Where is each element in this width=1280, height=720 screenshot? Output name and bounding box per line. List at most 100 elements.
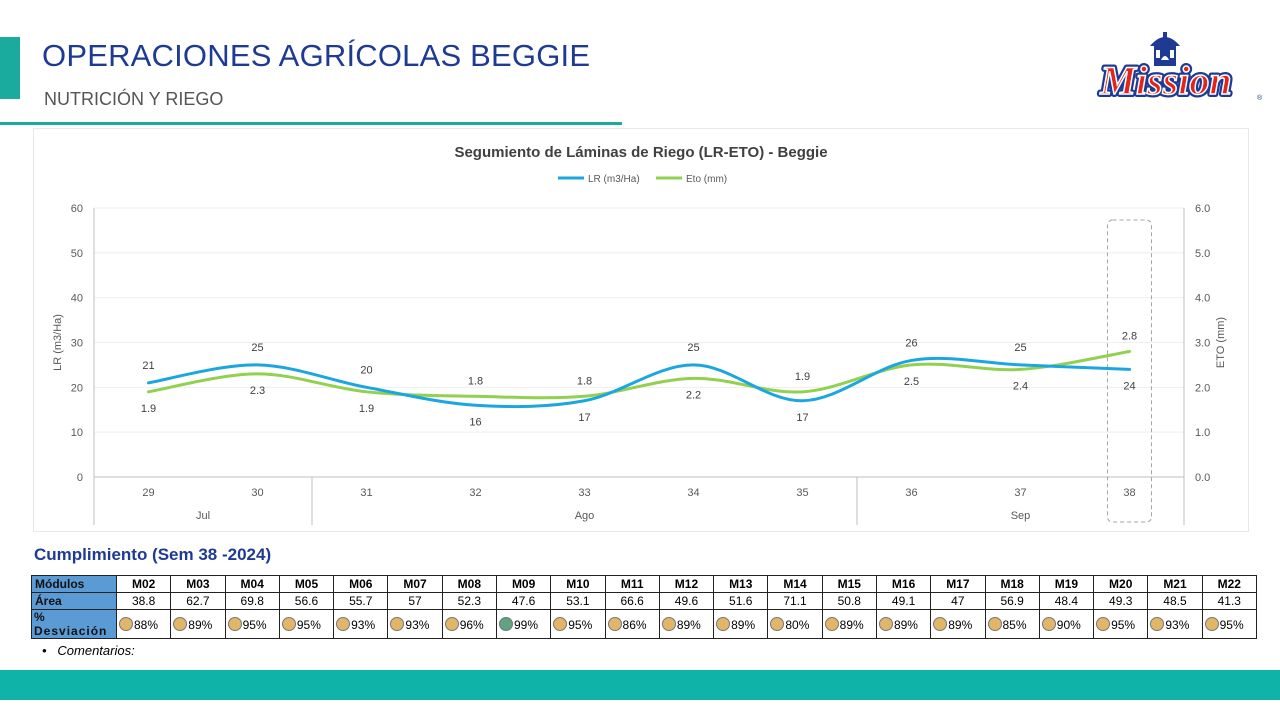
area-cell: 52.3 (441, 592, 497, 610)
registered-mark: ® (1257, 94, 1263, 102)
deviation-cell: 95% (224, 609, 280, 639)
area-cell: 51.6 (713, 592, 769, 610)
x-tick-label: 36 (905, 487, 917, 499)
eto-data-label: 2.8 (1122, 330, 1137, 342)
deviation-cell: 86% (604, 609, 660, 639)
area-cell: 49.1 (875, 592, 932, 610)
lr-series-line (147, 356, 1131, 409)
eto-data-label: 2.3 (250, 385, 265, 397)
deviation-cell: 96% (441, 609, 497, 639)
area-cell: 49.3 (1093, 592, 1149, 610)
legend-label-lr: LR (m3/Ha) (588, 174, 640, 185)
area-cell: 48.5 (1147, 592, 1203, 610)
area-cell: 48.4 (1038, 592, 1095, 610)
x-tick-label: 38 (1123, 487, 1135, 499)
status-dot-icon (498, 616, 513, 631)
area-cell: 62.7 (170, 592, 226, 610)
x-tick-label: 31 (360, 487, 372, 499)
page-title: OPERACIONES AGRÍCOLAS BEGGIE (42, 38, 591, 73)
status-dot-icon (281, 616, 296, 631)
eto-data-label: 1.9 (141, 403, 156, 415)
deviation-cell: 95% (278, 609, 335, 639)
area-cell: 49.6 (658, 592, 715, 610)
eto-data-label: 1.9 (359, 403, 374, 415)
deviation-row: % Desviación 88% 89% 95% 95% 93% 93% 96% 99% 95%… (31, 609, 1258, 639)
x-tick-label: 29 (142, 487, 154, 499)
status-dot-icon (1041, 616, 1056, 631)
title-divider (0, 122, 622, 125)
deviation-value: 96% (459, 617, 484, 632)
module-cell: M17 (930, 575, 986, 593)
area-label: Área (31, 592, 117, 610)
y-tick-label: 40 (71, 293, 83, 305)
module-cell: M16 (875, 575, 932, 593)
area-cell: 69.8 (224, 592, 280, 610)
deviation-value: 86% (622, 617, 647, 632)
area-cell: 38.8 (115, 592, 172, 610)
comments-item: • Comentarios: (42, 643, 135, 658)
y-tick-label: 50 (71, 248, 83, 260)
module-cell: M15 (821, 575, 877, 593)
footer-bar (0, 670, 1280, 700)
deviation-value: 89% (731, 617, 756, 632)
deviation-cell: 89% (658, 609, 715, 639)
status-dot-icon (173, 616, 188, 631)
eto-data-label: 2.4 (1013, 380, 1028, 392)
area-row: Área 38.8 62.7 69.8 56.6 55.7 57 52.3 47.6 53.1 6… (31, 592, 1258, 610)
logo-wordmark: Mission Mission (1096, 55, 1234, 106)
x-tick-label: 37 (1014, 487, 1026, 499)
module-cell: M14 (767, 575, 823, 593)
y2-tick-label: 1.0 (1195, 427, 1210, 439)
y-tick-label: 60 (71, 203, 83, 215)
lr-data-label: 21 (142, 360, 154, 372)
status-dot-icon (987, 616, 1002, 631)
y2-tick-label: 3.0 (1195, 338, 1210, 350)
deviation-cell: 85% (984, 609, 1040, 639)
deviation-value: 80% (785, 617, 810, 632)
status-dot-icon (1150, 616, 1165, 631)
lr-data-label: 25 (1014, 342, 1026, 354)
y2-tick-label: 2.0 (1195, 382, 1210, 394)
deviation-cell: 95% (1201, 609, 1258, 639)
deviation-value: 95% (1111, 617, 1136, 632)
svg-text:Mission: Mission (1099, 58, 1231, 103)
module-cell: M13 (713, 575, 769, 593)
module-cell: M02 (115, 575, 172, 593)
deviation-cell: 88% (115, 609, 172, 639)
area-cell: 66.6 (604, 592, 660, 610)
module-cell: M12 (658, 575, 715, 593)
eto-data-label: 1.9 (795, 371, 810, 383)
deviation-value: 85% (1002, 617, 1027, 632)
y2-axis-title: ETO (mm) (1215, 317, 1227, 368)
y-tick-label: 20 (71, 382, 83, 394)
status-dot-icon (390, 616, 405, 631)
status-dot-icon (1204, 616, 1219, 631)
status-dot-icon (824, 616, 839, 631)
y-axis-title: LR (m3/Ha) (52, 314, 64, 371)
deviation-value: 88% (134, 617, 159, 632)
deviation-cell: 93% (1147, 609, 1203, 639)
status-dot-icon (227, 616, 242, 631)
lr-data-label: 25 (251, 342, 263, 354)
lr-data-label: 26 (905, 337, 917, 349)
modules-label: Módulos (31, 575, 117, 593)
status-dot-icon (444, 616, 459, 631)
deviation-cell: 95% (1093, 609, 1149, 639)
area-cell: 41.3 (1201, 592, 1258, 610)
deviation-label: % Desviación (31, 609, 117, 639)
status-dot-icon (607, 616, 622, 631)
area-cell: 47 (930, 592, 986, 610)
deviation-value: 95% (1219, 617, 1244, 632)
y-tick-label: 30 (71, 338, 83, 350)
modules-row: Módulos M02 M03 M04 M05 M06 M07 M08 M09 M10 M11 M1… (31, 575, 1258, 593)
lr-data-label: 24 (1123, 380, 1135, 392)
x-tick-label: 33 (578, 487, 590, 499)
area-cell: 47.6 (495, 592, 552, 610)
y2-tick-label: 4.0 (1195, 293, 1210, 305)
deviation-cell: 80% (767, 609, 823, 639)
svg-text:Mission: Mission (1099, 58, 1231, 103)
status-dot-icon (716, 616, 731, 631)
deviation-value: 95% (296, 617, 321, 632)
area-cell: 50.8 (821, 592, 877, 610)
month-label: Jul (196, 510, 210, 522)
